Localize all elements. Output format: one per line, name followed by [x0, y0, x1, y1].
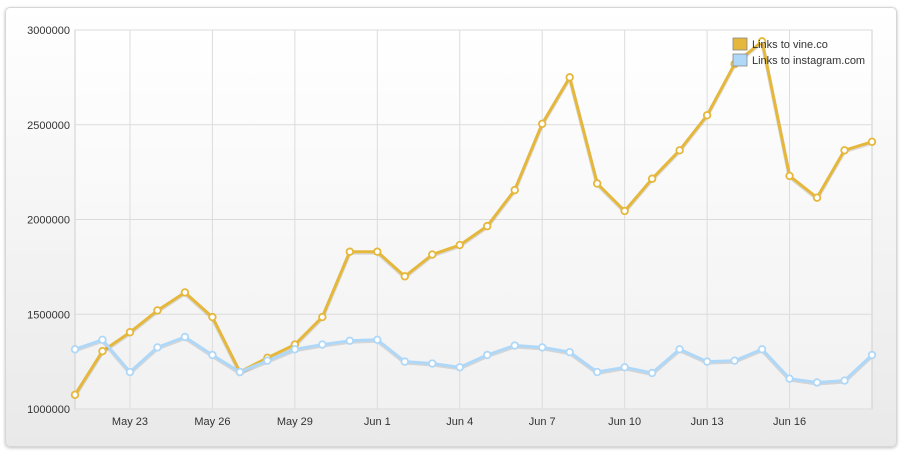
y-tick-label: 2500000: [27, 120, 70, 132]
data-point[interactable]: [208, 312, 217, 322]
x-tick-label: May 26: [194, 416, 230, 428]
data-point[interactable]: [730, 356, 739, 365]
data-point[interactable]: [208, 350, 217, 360]
data-point[interactable]: [98, 335, 107, 345]
data-point[interactable]: [235, 367, 245, 377]
x-tick-label: Jun 16: [773, 416, 806, 428]
data-point[interactable]: [757, 37, 767, 46]
series-line-1: [74, 335, 874, 384]
data-point[interactable]: [428, 250, 437, 259]
data-point[interactable]: [840, 146, 849, 155]
data-point[interactable]: [290, 345, 300, 354]
data-point[interactable]: [620, 206, 629, 216]
data-point[interactable]: [400, 357, 409, 366]
data-point[interactable]: [373, 247, 382, 256]
data-point[interactable]: [510, 341, 519, 350]
data-point[interactable]: [592, 367, 602, 377]
data-point[interactable]: [565, 73, 574, 82]
data-point[interactable]: [318, 312, 327, 322]
data-point[interactable]: [263, 356, 272, 365]
data-point[interactable]: [647, 174, 657, 183]
series-points: [70, 37, 877, 399]
data-point[interactable]: [510, 185, 519, 195]
data-point[interactable]: [373, 335, 382, 345]
data-point[interactable]: [125, 328, 135, 337]
y-axis: 1000000 1500000 2000000 2500000 3000000: [27, 25, 70, 416]
data-point[interactable]: [153, 343, 162, 352]
legend-swatch: [732, 37, 748, 51]
data-point[interactable]: [702, 357, 712, 366]
data-point[interactable]: [702, 111, 712, 120]
x-tick-label: Jun 1: [364, 416, 391, 428]
data-point[interactable]: [318, 340, 327, 349]
data-point[interactable]: [620, 363, 629, 372]
data-point[interactable]: [675, 146, 684, 155]
data-point[interactable]: [345, 336, 355, 345]
y-tick-label: 2000000: [27, 215, 70, 227]
y-tick-label: 1000000: [27, 404, 70, 416]
data-point[interactable]: [565, 347, 574, 357]
x-tick-label: May 23: [112, 416, 148, 428]
data-point[interactable]: [180, 288, 190, 297]
data-point[interactable]: [455, 363, 464, 372]
data-point[interactable]: [812, 193, 822, 202]
data-point[interactable]: [400, 272, 409, 281]
data-point[interactable]: [98, 347, 107, 356]
data-point[interactable]: [483, 221, 492, 231]
data-point[interactable]: [867, 350, 877, 360]
data-point[interactable]: [538, 119, 547, 129]
legend: Links to vine.co Links to instagram.com: [732, 37, 865, 67]
data-point[interactable]: [455, 240, 464, 250]
data-point[interactable]: [538, 343, 547, 352]
data-point[interactable]: [125, 367, 135, 377]
data-point[interactable]: [840, 376, 849, 385]
data-point[interactable]: [483, 350, 492, 360]
data-point[interactable]: [345, 247, 355, 256]
data-point[interactable]: [153, 306, 162, 315]
y-tick-label: 1500000: [27, 309, 70, 321]
data-point[interactable]: [757, 345, 767, 354]
x-tick-label: Jun 4: [446, 416, 473, 428]
legend-label: Links to vine.co: [752, 39, 828, 51]
data-point[interactable]: [70, 345, 80, 354]
x-tick-label: Jun 10: [608, 416, 641, 428]
data-point[interactable]: [812, 378, 822, 387]
data-point[interactable]: [592, 179, 602, 188]
data-point[interactable]: [785, 374, 794, 383]
data-point[interactable]: [70, 390, 80, 399]
data-point[interactable]: [428, 359, 437, 368]
x-tick-label: May 29: [277, 416, 313, 428]
x-tick-label: Jun 7: [529, 416, 556, 428]
data-point[interactable]: [785, 171, 794, 181]
data-point[interactable]: [867, 137, 877, 147]
x-tick-label: Jun 13: [691, 416, 724, 428]
x-axis: May 23 May 26 May 29 Jun 1 Jun 4 Jun 7 Jun 10 J…: [112, 416, 806, 428]
data-point[interactable]: [675, 345, 684, 354]
data-point[interactable]: [180, 332, 190, 342]
legend-swatch: [732, 53, 748, 67]
y-tick-label: 3000000: [27, 25, 70, 37]
data-point[interactable]: [647, 368, 657, 378]
legend-label: Links to instagram.com: [752, 55, 865, 67]
